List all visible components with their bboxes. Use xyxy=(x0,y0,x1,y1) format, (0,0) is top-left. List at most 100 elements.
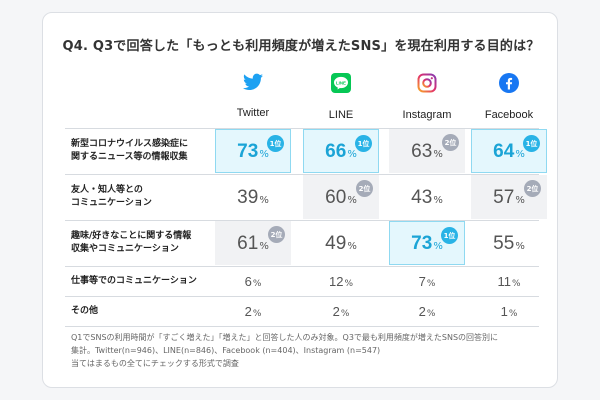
percent-unit: % xyxy=(259,194,269,206)
footnote: Q1でSNSの利用時間が「すごく増えた」「増えた」と回答した人のみ対象。Q3で最… xyxy=(71,331,541,370)
percent-unit: % xyxy=(433,194,443,206)
percent-unit: % xyxy=(511,279,521,289)
rank-badge: 1位 xyxy=(267,135,284,152)
value-cell: 61% 2位 xyxy=(215,221,291,265)
value-cell: 49% xyxy=(303,221,379,265)
value-cell: 11% xyxy=(471,267,547,295)
header-divider xyxy=(65,128,539,129)
row-divider xyxy=(65,220,539,221)
column-header-instagram: Instagram xyxy=(389,73,465,129)
value-cell: 2% xyxy=(303,297,379,325)
chart-title: Q4. Q3で回答した「もっとも利用頻度が増えたSNS」を現在利用する目的は？ xyxy=(62,39,540,54)
value-number: 61 xyxy=(237,232,259,254)
percent-unit: % xyxy=(515,148,525,160)
percentage-value: 55% xyxy=(493,234,525,253)
value-cell: 55% xyxy=(471,221,547,265)
value-cell: 43% xyxy=(389,175,465,219)
percent-unit: % xyxy=(252,309,262,319)
rank-badge: 2位 xyxy=(268,226,285,243)
value-number: 6 xyxy=(244,274,252,289)
value-number: 64 xyxy=(493,140,515,162)
value-cell: 73% 1位 xyxy=(215,129,291,173)
row-divider xyxy=(65,296,539,297)
value-cell: 57% 2位 xyxy=(471,175,547,219)
percentage-value: 12% xyxy=(329,273,353,289)
value-number: 66 xyxy=(325,140,347,162)
value-number: 55 xyxy=(493,232,515,254)
row-divider xyxy=(65,266,539,267)
value-cell: 66% 1位 xyxy=(303,129,379,173)
percent-unit: % xyxy=(252,279,262,289)
value-cell: 63% 2位 xyxy=(389,129,465,173)
value-cell: 2% xyxy=(389,297,465,325)
percent-unit: % xyxy=(433,240,443,252)
percent-unit: % xyxy=(347,148,357,160)
value-cell: 2% xyxy=(215,297,291,325)
column-header-line: LINE LINE xyxy=(303,73,379,129)
percentage-value: 57% xyxy=(493,188,525,207)
table-row: 趣味/好きなことに関する情報 収集やコミュニケーション xyxy=(65,221,539,265)
value-cell: 64% 1位 xyxy=(471,129,547,173)
percentage-value: 60% xyxy=(325,188,357,207)
value-number: 49 xyxy=(325,232,347,254)
value-number: 2 xyxy=(332,304,340,319)
footnote-line: 集計。Twitter(n=946)、LINE(n=846)、Facebook (… xyxy=(71,346,381,355)
percentage-value: 39% xyxy=(237,188,269,207)
percentage-value: 73% xyxy=(237,142,269,161)
column-header-label: Facebook xyxy=(484,109,534,121)
percentage-value: 6% xyxy=(245,273,262,289)
line-logo-icon: LINE xyxy=(303,73,379,97)
percent-unit: % xyxy=(259,240,269,252)
row-divider xyxy=(65,174,539,175)
column-header-label: Instagram xyxy=(402,109,452,121)
percent-unit: % xyxy=(347,240,357,252)
percentage-value: 49% xyxy=(325,234,357,253)
rank-badge: 2位 xyxy=(442,134,459,151)
value-cell: 6% xyxy=(215,267,291,295)
column-header-label: Twitter xyxy=(236,107,270,119)
percentage-value: 1% xyxy=(501,303,518,319)
value-number: 2 xyxy=(418,304,426,319)
value-number: 39 xyxy=(237,186,259,208)
row-label: 新型コロナウイルス感染症に 関するニュース等の情報収集 xyxy=(71,139,189,162)
value-number: 60 xyxy=(325,186,347,208)
table-row: 新型コロナウイルス感染症に 関するニュース等の情報収集 xyxy=(65,129,539,173)
percent-unit: % xyxy=(508,309,518,319)
percentage-value: 66% xyxy=(325,142,357,161)
rank-badge: 2位 xyxy=(524,180,541,197)
percentage-value: 7% xyxy=(419,273,436,289)
value-number: 1 xyxy=(500,304,508,319)
row-label: 友人・知人等との コミュニケーション xyxy=(71,185,152,208)
rank-badge: 1位 xyxy=(441,227,458,244)
value-number: 2 xyxy=(244,304,252,319)
value-number: 57 xyxy=(493,186,515,208)
percentage-value: 64% xyxy=(493,142,525,161)
percent-unit: % xyxy=(426,279,436,289)
facebook-f-icon xyxy=(471,73,547,97)
row-label: 趣味/好きなことに関する情報 収集やコミュニケーション xyxy=(71,231,192,254)
percent-unit: % xyxy=(259,148,269,160)
table-row: 仕事等でのコミュニケーション xyxy=(65,267,539,295)
percent-unit: % xyxy=(347,194,357,206)
twitter-bird-icon xyxy=(215,73,291,95)
rank-badge: 2位 xyxy=(356,180,373,197)
value-cell: 39% xyxy=(215,175,291,219)
column-header-label: LINE xyxy=(328,109,354,121)
svg-text:LINE: LINE xyxy=(336,80,346,85)
chart-card: Q4. Q3で回答した「もっとも利用頻度が増えたSNS」を現在利用する目的は？ … xyxy=(42,12,558,388)
percentage-value: 2% xyxy=(333,303,350,319)
value-number: 73 xyxy=(411,232,433,254)
value-cell: 1% xyxy=(471,297,547,325)
table-row: その他 xyxy=(65,297,539,325)
percentage-value: 11% xyxy=(497,273,520,289)
column-header-twitter: Twitter xyxy=(215,73,291,129)
value-cell: 73% 1位 xyxy=(389,221,465,265)
percentage-value: 63% xyxy=(411,142,443,161)
percentage-value: 61% xyxy=(237,234,269,253)
table-row: 友人・知人等との コミュニケーション xyxy=(65,175,539,219)
value-number: 11 xyxy=(497,274,511,289)
column-header-facebook: Facebook xyxy=(471,73,547,129)
row-label: その他 xyxy=(71,305,99,316)
value-cell: 7% xyxy=(389,267,465,295)
value-number: 7 xyxy=(418,274,426,289)
